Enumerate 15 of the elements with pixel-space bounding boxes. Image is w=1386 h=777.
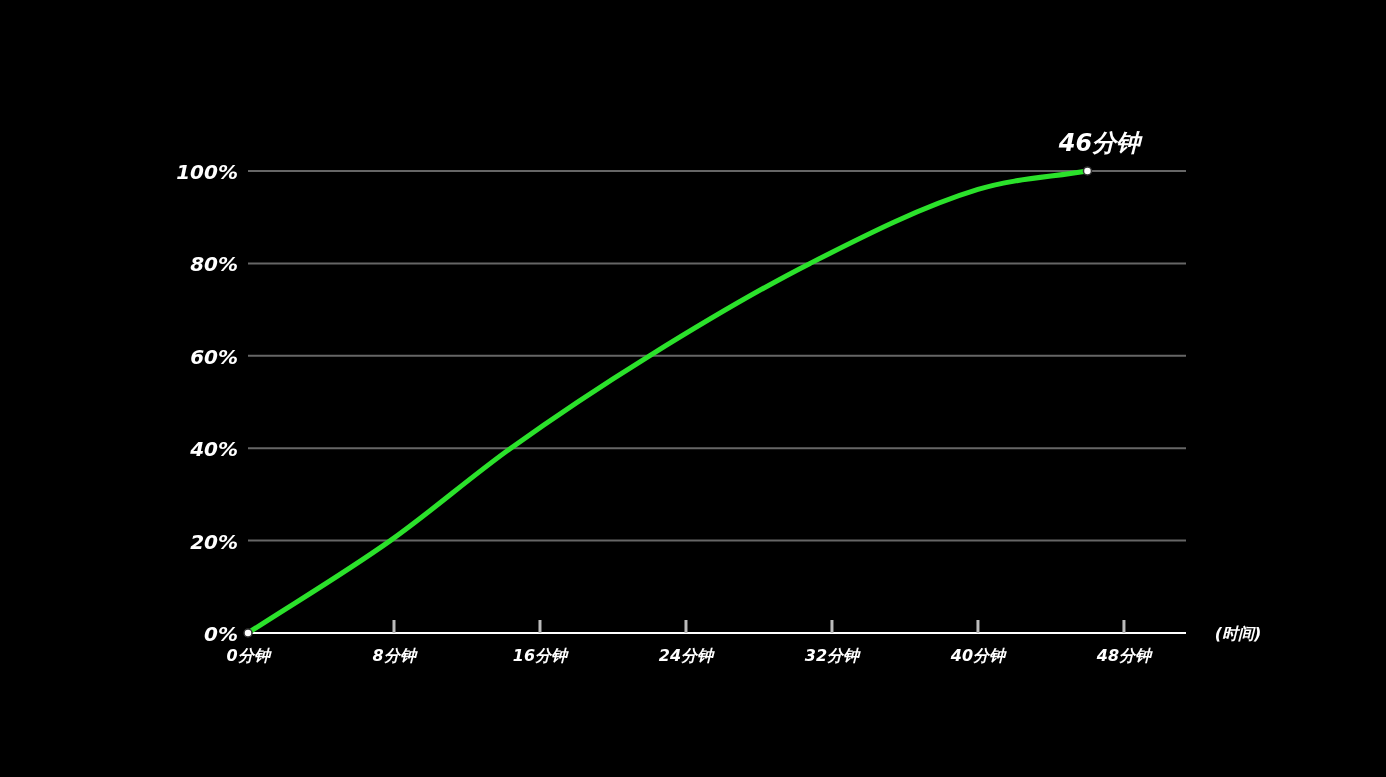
x-tick-label: 40分钟 <box>949 646 1008 665</box>
x-tick-label: 0分钟 <box>226 646 272 665</box>
x-tick-label: 8分钟 <box>372 646 418 665</box>
y-tick-label: 0% <box>204 622 238 646</box>
y-tick-label: 20% <box>190 529 238 554</box>
x-axis-title: (时间) <box>1214 624 1262 643</box>
x-tick-label: 48分钟 <box>1095 646 1154 665</box>
x-tick-label: 16分钟 <box>512 646 570 665</box>
annotation: 46分钟 <box>1057 129 1144 157</box>
x-tick-label: 32分钟 <box>804 646 862 665</box>
y-tick-label: 100% <box>176 160 238 184</box>
y-tick-label: 40% <box>189 437 238 462</box>
x-tick-label: 24分钟 <box>658 646 716 665</box>
y-tick-label: 80% <box>190 252 238 277</box>
y-tick-label: 60% <box>190 344 238 369</box>
